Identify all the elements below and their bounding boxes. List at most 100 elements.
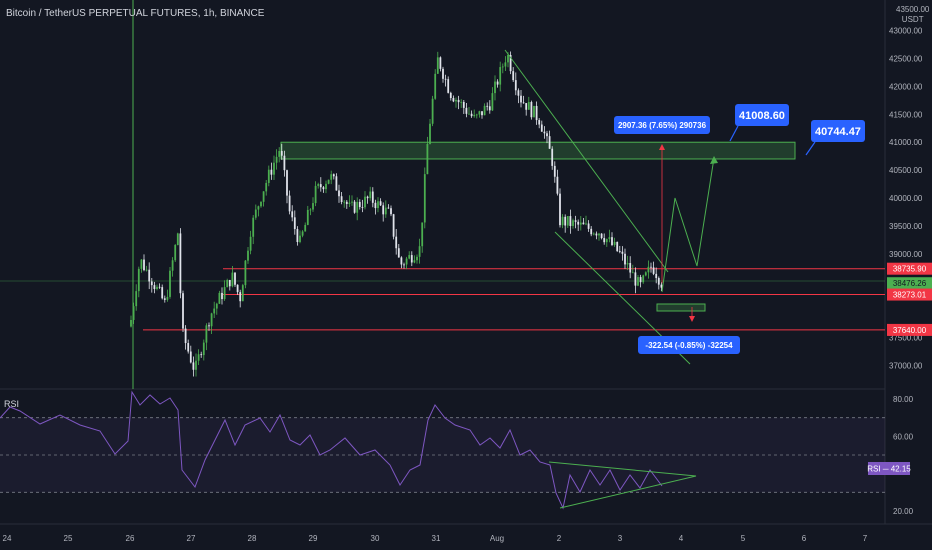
candle-body xyxy=(650,266,652,268)
time-tick: 28 xyxy=(248,534,257,543)
target1-callout-box xyxy=(735,104,789,126)
candle-body xyxy=(366,196,369,199)
candle-body xyxy=(603,238,606,243)
rsi-tick: 80.00 xyxy=(893,395,914,404)
candle-body xyxy=(171,260,174,271)
candle-body xyxy=(488,106,491,111)
measure-down-callout-text: -322.54 (-0.85%) -32254 xyxy=(645,341,733,350)
candle-body xyxy=(239,292,242,302)
candle-body xyxy=(322,187,325,190)
candle-body xyxy=(270,169,273,175)
candle-body xyxy=(444,78,447,80)
candle-body xyxy=(548,136,551,149)
candle-body xyxy=(455,99,457,102)
candle-body xyxy=(182,293,184,329)
candle-body xyxy=(559,193,561,226)
candle-body xyxy=(491,93,494,111)
candle-body xyxy=(572,220,574,227)
candle-body xyxy=(621,251,624,254)
rsi-tick: 60.00 xyxy=(893,432,914,441)
candle-body xyxy=(215,303,218,309)
candle-body xyxy=(527,102,530,110)
candle-body xyxy=(421,222,424,247)
candle-body xyxy=(226,280,229,288)
candle-body xyxy=(291,211,294,218)
candle-body xyxy=(299,235,301,243)
measure-up-callout-box xyxy=(614,116,710,134)
candle-body xyxy=(657,278,660,285)
candle-body xyxy=(395,236,398,249)
candle-body xyxy=(241,285,244,302)
candle-body xyxy=(200,354,203,356)
candle-body xyxy=(304,224,307,232)
candle-body xyxy=(626,263,629,265)
candle-body xyxy=(262,191,265,202)
candle-body xyxy=(507,54,509,63)
candle-body xyxy=(418,246,421,257)
measure-down-arrowhead xyxy=(689,316,695,322)
candle-body xyxy=(306,209,309,225)
candle-body xyxy=(231,272,234,287)
price-tick: 37500.00 xyxy=(889,334,923,343)
candle-body xyxy=(228,280,231,287)
candle-body xyxy=(660,284,663,288)
candle-body xyxy=(335,176,338,191)
candle-body xyxy=(283,155,286,171)
candle-body xyxy=(260,201,262,207)
candle-body xyxy=(244,260,247,286)
candle-body xyxy=(522,102,525,104)
candle-body xyxy=(423,174,426,223)
candle-body xyxy=(577,221,580,225)
candle-body xyxy=(218,292,221,304)
candle-body xyxy=(631,272,634,274)
resistance-label-bg xyxy=(887,262,932,275)
candle-body xyxy=(465,107,468,114)
candle-body xyxy=(616,241,619,252)
price-unit: 43500.00 USDT xyxy=(896,5,929,25)
unit-top-price: 43500.00 xyxy=(896,5,930,14)
candle-body xyxy=(340,196,343,203)
candle-body xyxy=(163,298,166,300)
candle-body xyxy=(189,351,192,363)
candle-body xyxy=(312,203,314,210)
candle-body xyxy=(533,105,535,118)
candle-body xyxy=(153,285,156,289)
target1-callout-text: 41008.60 xyxy=(739,110,785,122)
price-tick: 40500.00 xyxy=(889,166,923,175)
candle-body xyxy=(598,233,600,236)
candle-body xyxy=(345,201,348,205)
candle-body xyxy=(358,201,361,208)
candle-body xyxy=(301,231,304,236)
time-tick: 4 xyxy=(679,534,684,543)
candle-body xyxy=(639,277,642,283)
target2-pointer xyxy=(805,141,816,156)
candle-body xyxy=(309,209,312,211)
candle-body xyxy=(319,184,322,188)
candle-body xyxy=(351,201,353,203)
price-tick: 42000.00 xyxy=(889,82,923,91)
price-tick: 40000.00 xyxy=(889,194,923,203)
time-tick: 6 xyxy=(802,534,807,543)
candle-body xyxy=(452,98,455,102)
candle-body xyxy=(600,233,603,239)
candle-body xyxy=(330,174,333,180)
candle-body xyxy=(332,174,335,177)
candle-body xyxy=(384,207,387,215)
candle-body xyxy=(184,328,187,344)
candle-body xyxy=(569,216,572,227)
candle-body xyxy=(470,113,473,117)
candle-body xyxy=(429,123,431,144)
candle-body xyxy=(553,165,556,177)
channel-upper-line xyxy=(504,49,669,273)
candle-body xyxy=(150,281,153,286)
candle-body xyxy=(496,81,499,85)
candle-body xyxy=(273,162,275,175)
resistance-label: 38735.90 xyxy=(893,265,927,274)
time-tick: 30 xyxy=(371,534,380,543)
candle-body xyxy=(535,105,538,121)
candle-body xyxy=(288,195,291,212)
candle-body xyxy=(325,183,327,190)
candle-body xyxy=(590,228,593,235)
candle-body xyxy=(434,73,437,99)
